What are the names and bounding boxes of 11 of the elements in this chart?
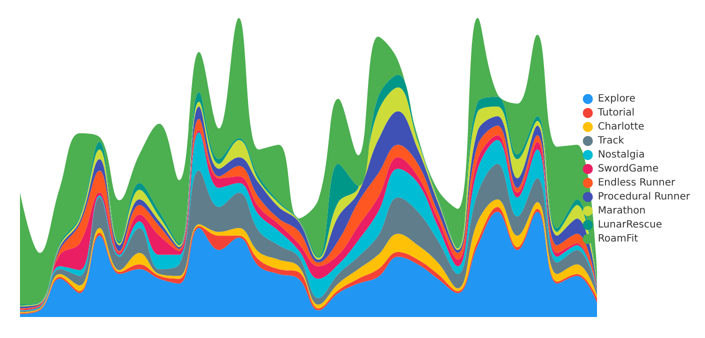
legend-label: Charlotte — [598, 122, 644, 132]
legend-label: LunarRescue — [598, 220, 662, 230]
legend-label: SwordGame — [598, 164, 659, 174]
legend-label: Marathon — [598, 206, 646, 216]
legend-label: Explore — [598, 94, 636, 104]
legend-label: Endless Runner — [598, 178, 676, 188]
legend-label: Tutorial — [596, 108, 635, 118]
legend-label: Nostalgia — [598, 150, 645, 160]
legend-label: Procedural Runner — [598, 192, 691, 202]
legend-label: Track — [596, 136, 624, 146]
legend-label: RoamFit — [598, 234, 638, 244]
